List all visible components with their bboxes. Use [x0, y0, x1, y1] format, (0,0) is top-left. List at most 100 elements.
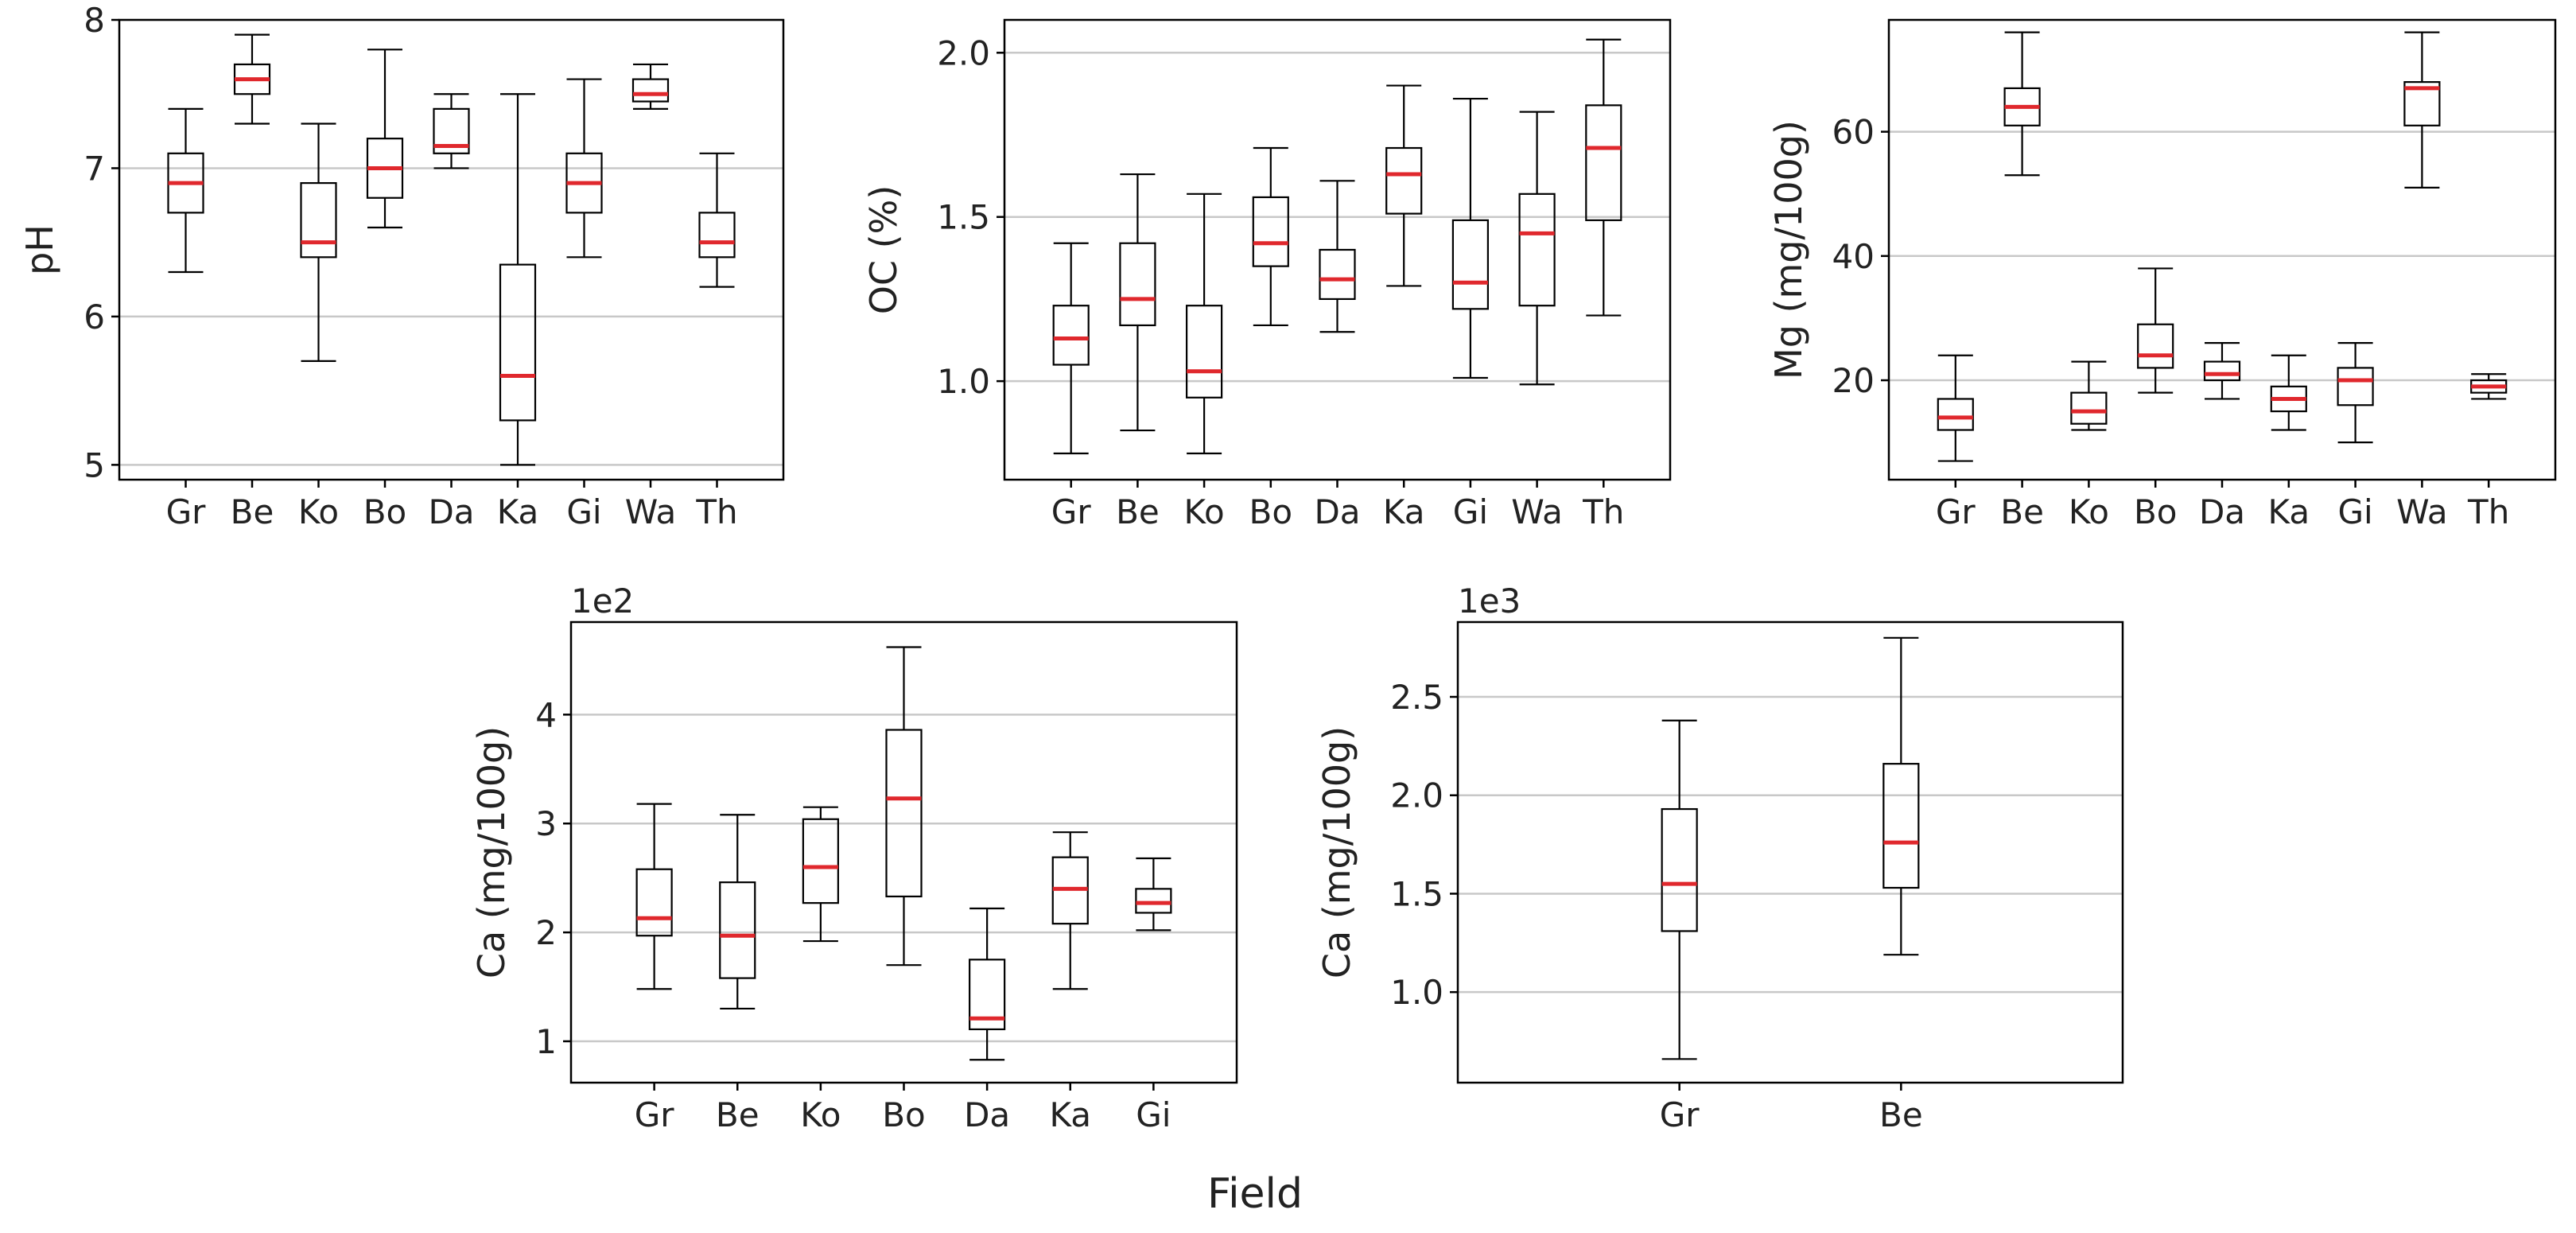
y-scale-offset-label: 1e2 [571, 581, 634, 620]
y-tick-label: 2.5 [1390, 678, 1443, 717]
y-tick-label: 8 [84, 1, 105, 40]
y-tick-label: 1.0 [1390, 973, 1443, 1012]
x-tick-label: Bo [882, 1095, 926, 1134]
x-tick-label: Bo [2134, 492, 2178, 531]
box-iqr [802, 818, 839, 904]
box-iqr [2203, 360, 2241, 382]
box-iqr [885, 729, 923, 898]
y-axis-label: OC (%) [862, 185, 905, 315]
y-tick-label: 1.5 [1390, 874, 1443, 913]
box-Ka [1051, 831, 1089, 990]
x-tick-label: Th [2467, 492, 2509, 531]
y-tick-label: 1.5 [937, 198, 990, 237]
x-tick-label: Gi [1136, 1095, 1171, 1134]
box-iqr [698, 212, 736, 259]
box-Ko [802, 806, 839, 943]
box-Gr [1052, 242, 1090, 455]
box-iqr [499, 263, 537, 422]
box-Bo [2137, 267, 2174, 394]
box-Wa [2403, 31, 2441, 189]
box-iqr [2403, 81, 2441, 126]
box-Ko [2070, 360, 2108, 431]
box-Gi [1135, 857, 1172, 932]
y-tick-label: 4 [535, 695, 557, 734]
box-Da [433, 93, 470, 169]
box-Bo [885, 646, 923, 967]
box-iqr [433, 107, 470, 154]
box-iqr [1661, 807, 1698, 932]
box-Gi [1451, 97, 1490, 379]
box-Wa [631, 63, 670, 110]
y-tick-label: 3 [535, 804, 557, 843]
x-tick-label: Be [231, 492, 274, 531]
x-tick-label: Bo [1249, 492, 1293, 531]
box-Ka [1385, 84, 1423, 287]
box-Ka [499, 93, 537, 466]
box-iqr [1252, 196, 1289, 267]
y-scale-offset-label: 1e3 [1458, 581, 1521, 620]
x-tick-label: Da [2199, 492, 2245, 531]
x-tick-label: Ko [298, 492, 339, 531]
box-Gr [635, 803, 673, 990]
x-tick-label: Be [2000, 492, 2044, 531]
box-iqr [1135, 888, 1172, 914]
box-iqr [1451, 219, 1490, 310]
y-tick-label: 5 [84, 445, 105, 484]
box-iqr [1185, 305, 1223, 399]
box-Ko [1185, 193, 1223, 455]
box-Be [1882, 636, 1920, 956]
x-tick-label: Gr [1660, 1095, 1700, 1134]
box-iqr [969, 959, 1006, 1031]
box-iqr [2070, 391, 2108, 425]
box-Th [2470, 373, 2508, 400]
x-tick-label: Wa [1511, 492, 1563, 531]
x-tick-label: Gr [635, 1095, 675, 1134]
x-tick-label: Ka [1049, 1095, 1091, 1134]
box-iqr [2337, 367, 2374, 406]
y-tick-label: 2 [535, 913, 557, 952]
y-axis-label: Mg (mg/100g) [1767, 120, 1810, 379]
x-tick-label: Gr [1051, 492, 1092, 531]
chart-mg: 20 40 60 Mg (mg/100g) Gr Be Ko Bo Da Ka Gi Wa Th [1767, 18, 2557, 531]
box-iqr [1882, 763, 1920, 889]
box-Da [1319, 180, 1356, 333]
chart-ph: 5 6 7 8 pH Gr Be Ko Bo Da Ka Gi Wa Th [18, 1, 785, 531]
x-tick-label: Gr [166, 492, 207, 531]
x-tick-label: Gr [1936, 492, 1976, 531]
box-Th [698, 152, 736, 288]
x-tick-label: Wa [2396, 492, 2448, 531]
x-tick-label: Ka [2268, 492, 2310, 531]
box-Gi [2337, 342, 2374, 444]
y-tick-label: 2.0 [937, 33, 990, 72]
box-iqr [719, 881, 756, 979]
box-iqr [1119, 242, 1156, 327]
box-Wa [1518, 111, 1556, 386]
x-tick-label: Be [1879, 1095, 1923, 1134]
y-axis-label: Ca (mg/100g) [470, 726, 513, 978]
box-Bo [1252, 146, 1289, 327]
box-iqr [635, 868, 673, 937]
box-Bo [366, 49, 404, 229]
y-axis-label: pH [18, 224, 61, 275]
x-tick-label: Gi [1453, 492, 1488, 531]
x-tick-label: Gi [2337, 492, 2372, 531]
x-tick-label: Th [1582, 492, 1624, 531]
box-Ka [2270, 354, 2307, 431]
box-iqr [300, 181, 337, 259]
x-tick-label: Be [716, 1095, 760, 1134]
box-Be [2003, 31, 2041, 177]
x-tick-label: Da [428, 492, 474, 531]
box-Be [233, 33, 271, 125]
y-tick-label: 2.0 [1390, 776, 1443, 815]
y-tick-label: 7 [84, 149, 105, 188]
box-Gr [1661, 719, 1698, 1060]
box-Th [1585, 38, 1622, 317]
x-tick-label: Da [964, 1095, 1010, 1134]
y-tick-label: 20 [1832, 361, 1875, 400]
box-iqr [1385, 146, 1423, 215]
x-tick-label: Ka [497, 492, 539, 531]
chart-ca1: 1 2 3 4 Ca (mg/100g) 1e2 Gr Be Ko Bo Da Ka Gi [470, 581, 1238, 1134]
panels: 5 6 7 8 pH Gr Be Ko Bo Da Ka Gi Wa Th 1.0 1.5 2.0 OC (%) G… [18, 1, 2557, 1134]
x-tick-label: Ko [2069, 492, 2109, 531]
